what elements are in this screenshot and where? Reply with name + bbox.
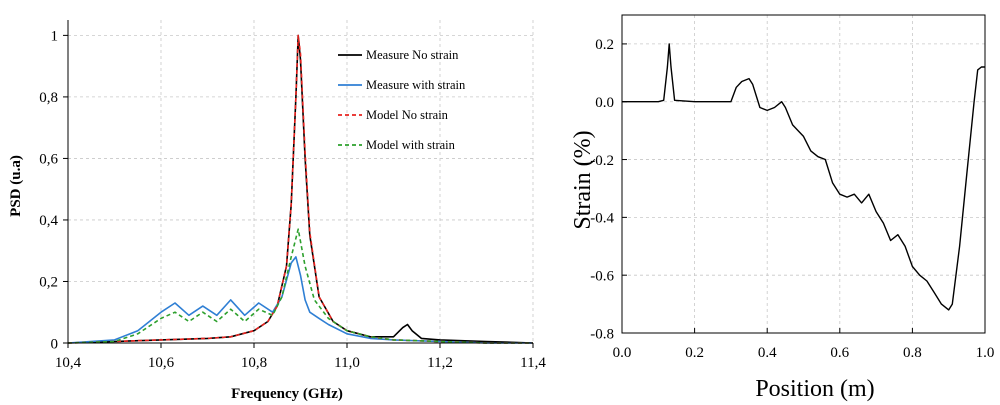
psd-tick-labels: 10,4 10,6 10,8 11,0 11,2 11,4 0 0,2 0,4 0,6 0,8 1 <box>39 29 546 371</box>
strain-plot-frame <box>621 14 986 334</box>
strain-y-tick-label-2: -0.4 <box>590 211 614 227</box>
strain-series-0 <box>622 43 985 311</box>
psd-y-axis-label: PSD (u.a) <box>8 155 24 217</box>
psd-legend: Measure No strain Measure with strain Mode… <box>338 48 466 152</box>
strain-x-tick-label-0: 0.0 <box>613 345 632 361</box>
psd-legend-label-1: Measure with strain <box>366 78 466 92</box>
psd-x-tick-label-5: 11,4 <box>520 355 546 371</box>
psd-series-1 <box>67 256 533 344</box>
strain-y-tick-label-0: -0.8 <box>590 326 614 342</box>
strain-y-tick-label-3: -0.2 <box>590 153 614 169</box>
strain-x-axis-label: Position (m) <box>755 376 874 402</box>
psd-legend-label-3: Model with strain <box>366 138 456 152</box>
strain-tick-labels: 0.0 0.2 0.4 0.6 0.8 1.0 -0.8 -0.6 -0.4 -0.2 0.0 0.2 <box>590 37 994 361</box>
psd-series-3 <box>67 228 533 344</box>
strain-y-tick-label-1: -0.6 <box>590 268 614 284</box>
psd-x-tick-label-0: 10,4 <box>55 355 82 371</box>
psd-axes <box>63 20 534 348</box>
strain-grid <box>622 15 986 333</box>
psd-y-tick-label-5: 1 <box>51 29 59 45</box>
psd-y-tick-label-2: 0,4 <box>39 213 58 229</box>
strain-x-tick-label-4: 0.8 <box>903 345 922 361</box>
psd-y-tick-label-1: 0,2 <box>39 275 58 291</box>
psd-x-axis-label: Frequency (GHz) <box>231 386 343 402</box>
psd-y-tick-label-0: 0 <box>51 336 59 352</box>
strain-chart: 0.0 0.2 0.4 0.6 0.8 1.0 -0.8 -0.6 -0.4 -0.2 0.0 0.2… <box>570 14 994 402</box>
strain-y-tick-label-4: 0.0 <box>595 95 614 111</box>
psd-legend-label-0: Measure No strain <box>366 48 459 62</box>
psd-x-tick-label-3: 11,0 <box>334 355 360 371</box>
psd-legend-label-2: Model No strain <box>366 108 449 122</box>
strain-y-axis-label: Strain (%) <box>570 130 596 229</box>
psd-x-tick-label-2: 10,8 <box>241 355 267 371</box>
psd-x-tick-label-1: 10,6 <box>148 355 175 371</box>
strain-axes <box>621 14 986 334</box>
strain-x-tick-label-2: 0.4 <box>758 345 777 361</box>
strain-series-group <box>622 43 985 311</box>
strain-x-tick-label-5: 1.0 <box>976 345 995 361</box>
psd-y-tick-label-3: 0,6 <box>39 152 58 168</box>
strain-y-tick-label-5: 0.2 <box>595 37 614 53</box>
psd-series-2 <box>67 34 533 344</box>
psd-x-tick-label-4: 11,2 <box>427 355 453 371</box>
strain-x-tick-label-1: 0.2 <box>685 345 704 361</box>
psd-y-tick-label-4: 0,8 <box>39 90 58 106</box>
strain-x-tick-label-3: 0.6 <box>830 345 849 361</box>
psd-chart: 10,4 10,6 10,8 11,0 11,2 11,4 0 0,2 0,4 0,6 0,8 1 F… <box>8 20 546 402</box>
psd-series-group <box>67 34 534 344</box>
